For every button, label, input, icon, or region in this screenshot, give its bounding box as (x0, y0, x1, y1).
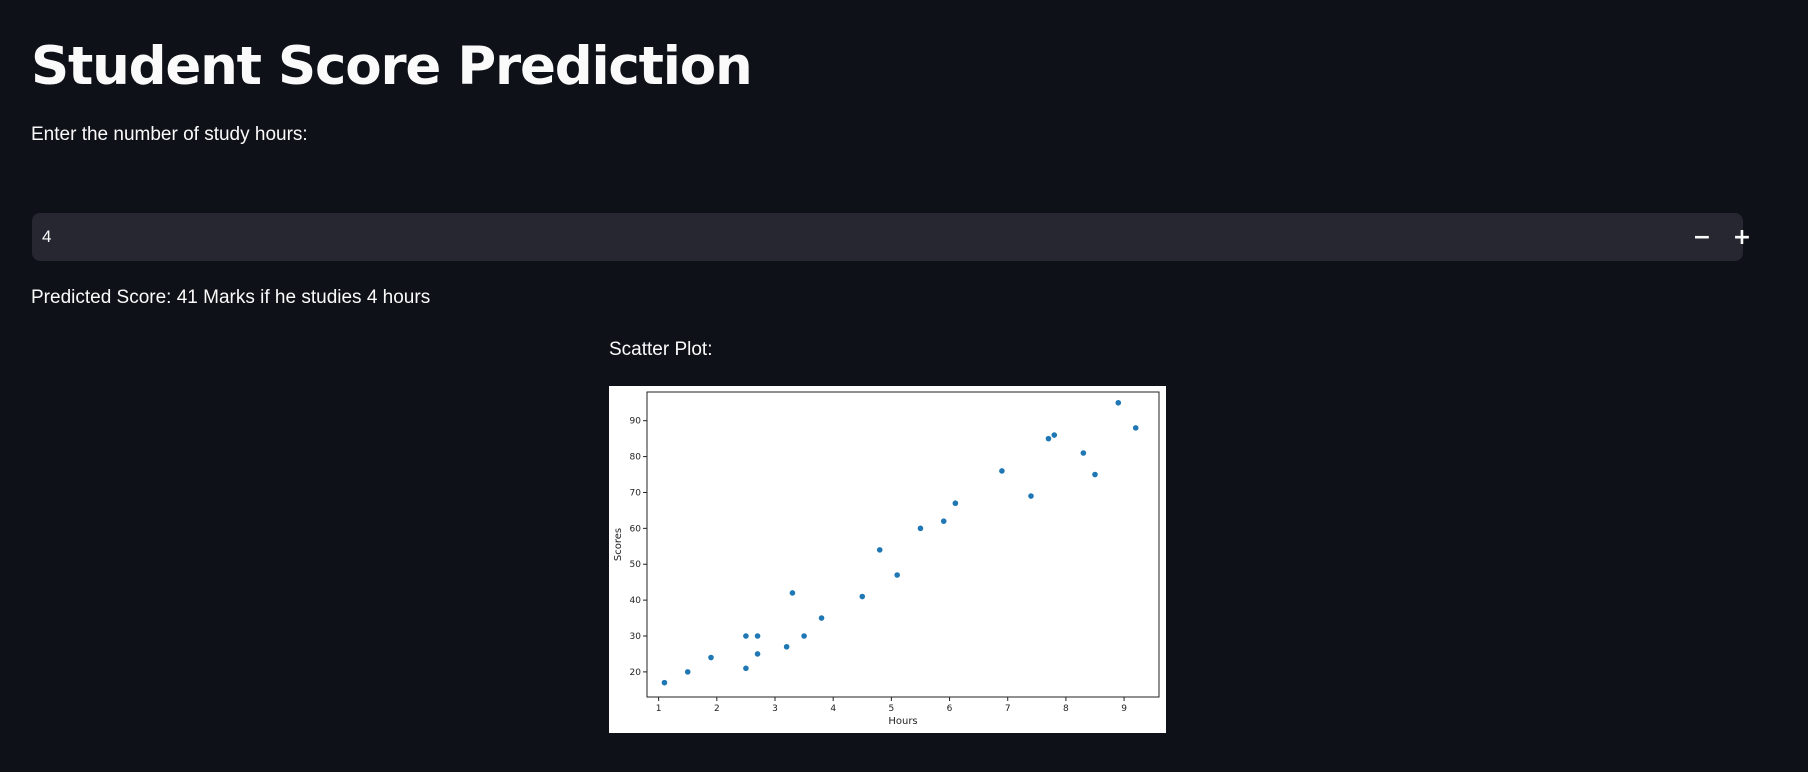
x-tick-label: 9 (1121, 704, 1127, 714)
y-tick-label: 60 (630, 524, 642, 534)
data-point (894, 572, 900, 578)
data-point (940, 518, 947, 524)
data-point (859, 593, 866, 600)
data-point (789, 590, 796, 596)
y-tick-label: 40 (630, 596, 642, 606)
data-point (684, 669, 691, 675)
y-tick-label: 20 (630, 668, 642, 678)
x-tick-label: 4 (830, 704, 836, 714)
data-point (708, 654, 714, 661)
x-tick-label: 6 (947, 704, 953, 714)
page-title: Student Score Prediction (31, 36, 753, 97)
data-point (1132, 425, 1139, 431)
data-point (743, 633, 749, 639)
y-tick-label: 70 (630, 488, 642, 498)
data-point (1028, 493, 1034, 499)
decrement-button[interactable]: − (1692, 224, 1712, 250)
x-axis: 1 2 3 4 5 6 7 8 9 (656, 697, 1127, 714)
data-point (1051, 432, 1058, 438)
study-hours-number-input: − + (32, 213, 1751, 261)
data-point (917, 525, 924, 532)
plot-area-frame (646, 391, 1160, 698)
increment-button[interactable]: + (1732, 224, 1752, 250)
data-point (1080, 450, 1087, 456)
y-tick-label: 80 (630, 453, 642, 463)
x-tick-label: 5 (888, 704, 894, 714)
y-axis-title: Scores (613, 528, 624, 561)
data-point (754, 633, 761, 639)
data-point (999, 468, 1005, 474)
data-point (1092, 471, 1098, 478)
y-tick-label: 90 (630, 417, 642, 427)
y-axis: 20 30 40 50 60 70 80 90 (630, 417, 647, 678)
x-tick-label: 2 (714, 704, 720, 714)
x-tick-label: 8 (1063, 704, 1069, 714)
scatter-plot-label: Scatter Plot: (609, 339, 713, 360)
x-tick-label: 7 (1005, 704, 1011, 714)
x-tick-label: 3 (772, 704, 778, 714)
data-point (952, 500, 959, 507)
data-point (1045, 435, 1052, 442)
x-tick-label: 1 (656, 704, 662, 714)
data-point (818, 615, 825, 621)
study-hours-input[interactable] (42, 213, 1642, 261)
study-hours-label: Enter the number of study hours: (31, 124, 308, 145)
data-points (661, 399, 1139, 686)
y-tick-label: 50 (630, 560, 642, 570)
scatter-plot-image: 1 2 3 4 5 6 7 8 9 20 30 40 50 60 70 80 90 Hours Scores (609, 386, 1166, 733)
data-point (743, 665, 749, 672)
data-point (801, 633, 807, 639)
data-point (783, 643, 790, 650)
y-tick-label: 30 (630, 632, 642, 642)
predicted-score-text: Predicted Score: 41 Marks if he studies … (31, 287, 431, 308)
data-point (1115, 399, 1122, 406)
x-axis-title: Hours (888, 716, 917, 727)
data-point (876, 547, 883, 553)
data-point (661, 679, 668, 686)
scatter-plot: 1 2 3 4 5 6 7 8 9 20 30 40 50 60 70 80 90 Hours Scores (613, 391, 1160, 727)
data-point (754, 651, 761, 657)
